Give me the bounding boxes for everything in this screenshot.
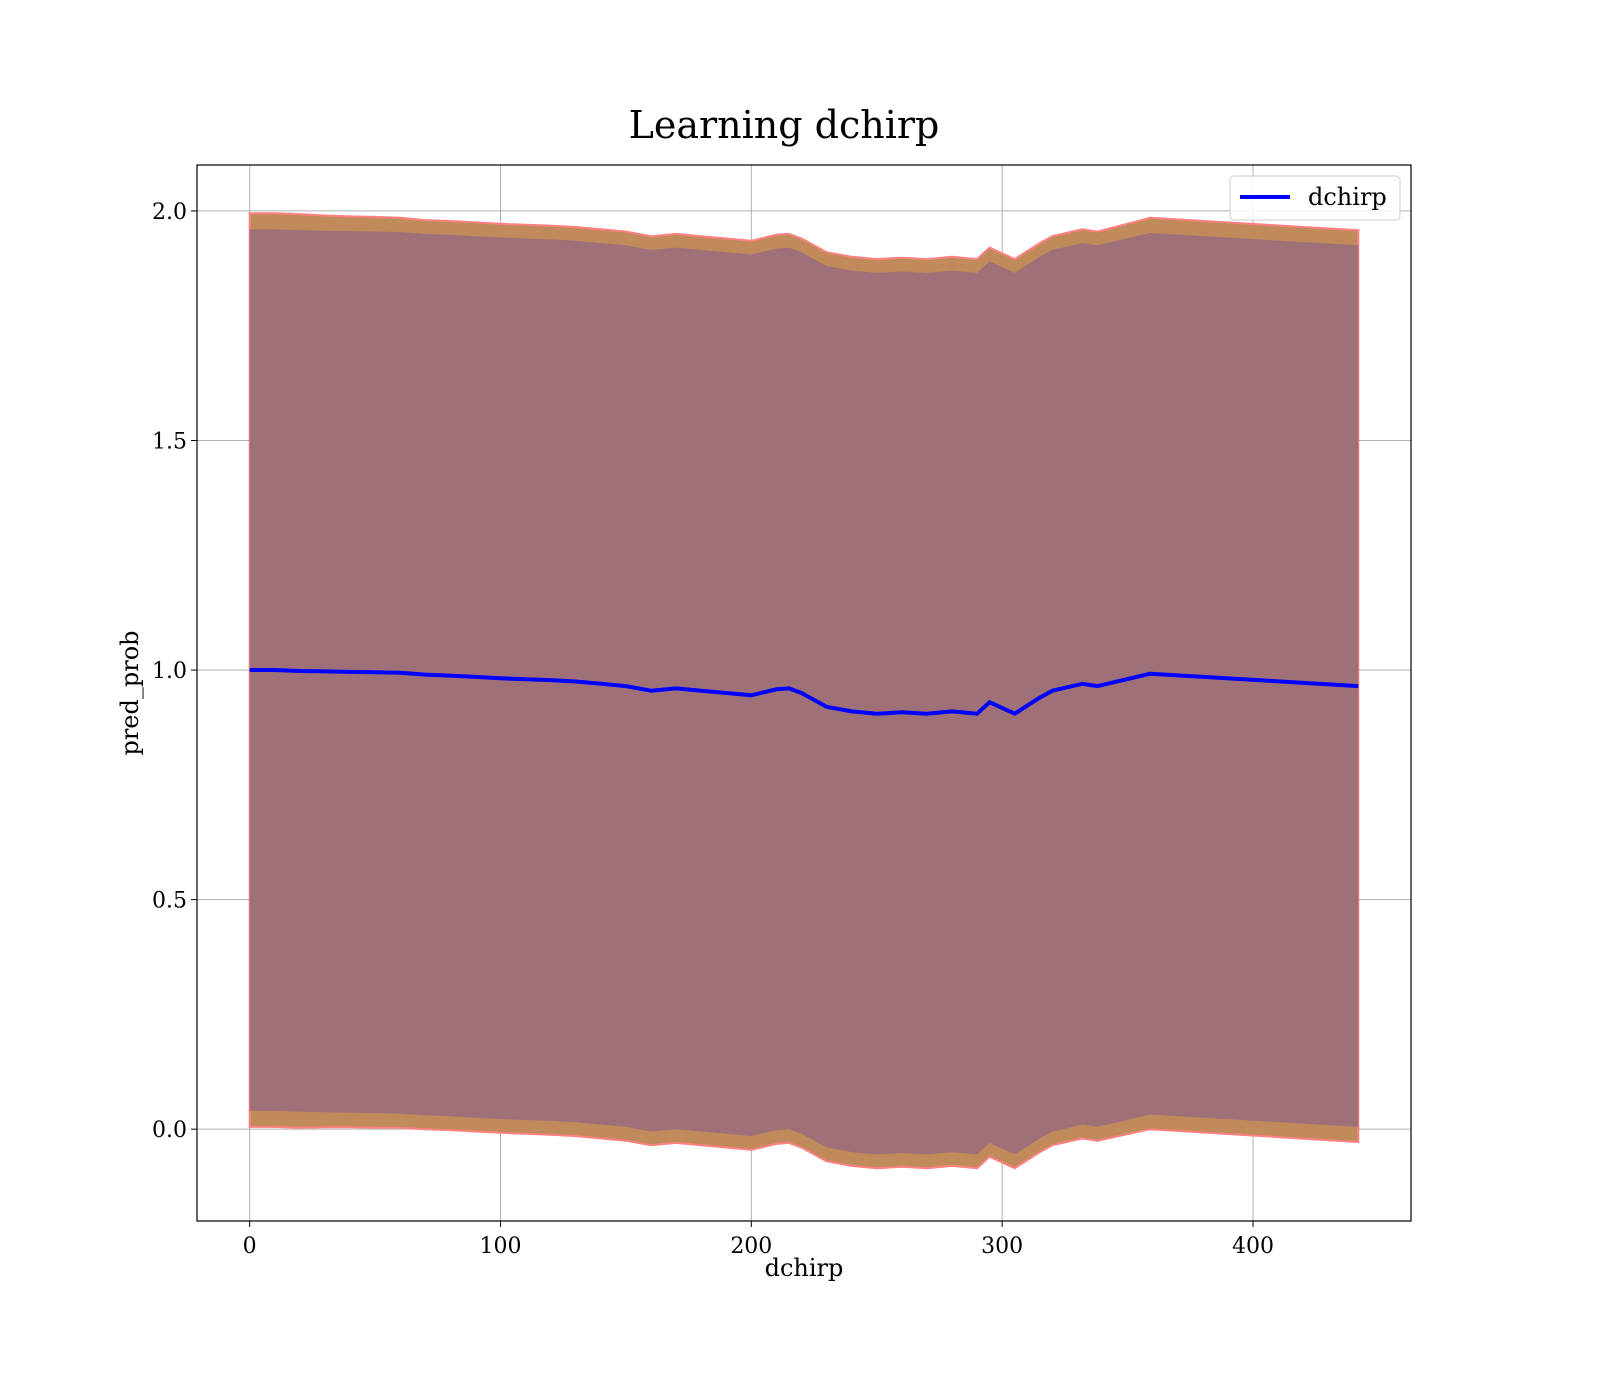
y-tick-label-1: 0.5 <box>152 889 187 914</box>
confidence-bands <box>248 212 1360 1170</box>
legend-label-dchirp: dchirp <box>1308 183 1387 211</box>
y-tick-label-2: 1.0 <box>152 659 187 684</box>
y-axis: 0.0 0.5 1.0 1.5 2.0 <box>152 200 197 1143</box>
x-tick-label-2: 200 <box>730 1234 772 1259</box>
y-tick-label-0: 0.0 <box>152 1118 187 1143</box>
x-tick-label-3: 300 <box>981 1234 1023 1259</box>
x-tick-label-1: 100 <box>480 1234 522 1259</box>
x-tick-label-4: 400 <box>1232 1234 1274 1259</box>
inner-confidence-band <box>249 229 1359 1155</box>
legend-box <box>1229 175 1401 221</box>
y-tick-label-4: 2.0 <box>152 200 187 225</box>
plot-frame <box>196 164 1412 1222</box>
y-axis-label: pred_prob <box>116 630 144 755</box>
x-tick-label-0: 0 <box>243 1234 257 1259</box>
x-axis-label: dchirp <box>765 1254 844 1282</box>
series-line-dchirp <box>249 668 1359 716</box>
chart-title: Learning dchirp <box>629 103 940 147</box>
x-axis: 0 100 200 300 400 <box>243 1221 1274 1259</box>
y-tick-label-3: 1.5 <box>152 429 187 454</box>
series-lines <box>249 668 1359 716</box>
legend: dchirp <box>1229 175 1401 221</box>
